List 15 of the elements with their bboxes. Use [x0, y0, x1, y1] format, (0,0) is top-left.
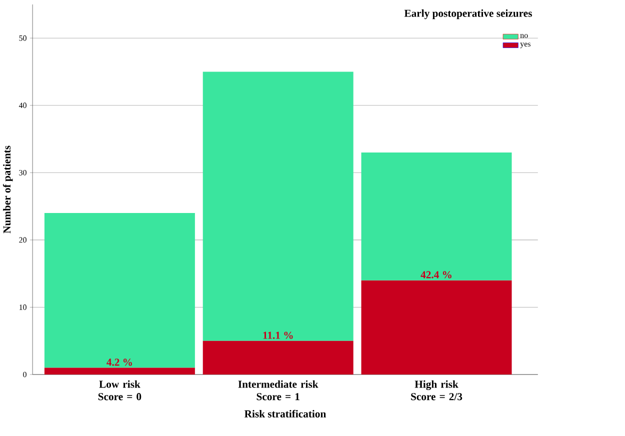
y-axis-title: Number of patients [2, 146, 13, 234]
bar [361, 152, 512, 280]
bar [202, 340, 354, 375]
x-tick-label: Low risk Score = 0 [98, 380, 142, 400]
x-axis-title: Risk stratification [244, 410, 326, 418]
x-tick-label: Intermediate risk Score = 1 [238, 380, 318, 400]
annotation: 11.1 % [263, 332, 293, 339]
legend-title: Early postoperative seizures [404, 9, 532, 20]
annotation: 42.4 % [420, 271, 452, 278]
bar [202, 72, 354, 341]
bar [44, 213, 195, 368]
bar [361, 280, 512, 375]
bar [44, 368, 195, 375]
annotation: 4.2 % [106, 358, 132, 366]
x-tick-label: High risk Score = 2/3 [411, 380, 462, 400]
